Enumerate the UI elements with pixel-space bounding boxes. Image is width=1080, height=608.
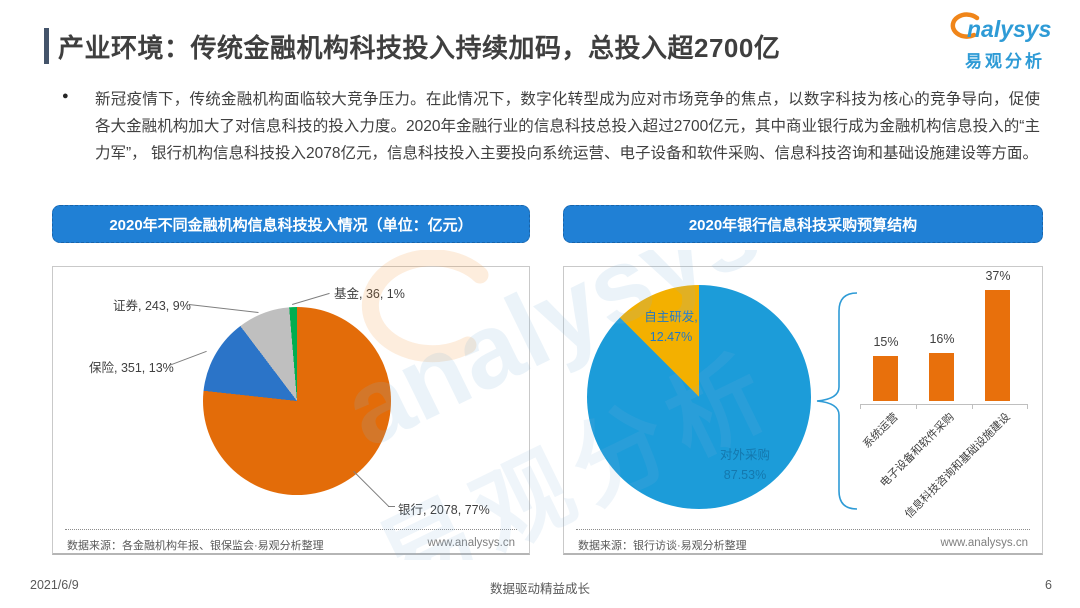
intro-paragraph: 新冠疫情下，传统金融机构面临较大竞争压力。在此情况下，数字化转型成为应对市场竞争…: [95, 91, 1040, 162]
axis-tick: [860, 404, 861, 409]
logo-chinese-name: 易观分析: [965, 52, 1045, 71]
pie-label-self-dev: 自主研发, 12.47%: [635, 307, 707, 347]
axis-tick: [1027, 404, 1028, 409]
left-chart-panel: 基金, 36, 1% 证券, 243, 9% 保险, 351, 13% 银行, …: [52, 266, 530, 555]
bar-system-operation: [873, 356, 898, 401]
analysys-logo-mark: nalysys: [950, 12, 1051, 42]
analysys-logo: nalysys 易观分析: [946, 12, 1064, 72]
pie-label-bank: 银行, 2078, 77%: [398, 503, 490, 517]
pie-label-external-value: 87.53%: [723, 468, 767, 482]
leader-line-fund: [292, 292, 330, 305]
bar-value-consulting-infrastructure: 37%: [985, 269, 1011, 283]
bar-axis-line: [860, 404, 1028, 405]
right-panel-website: www.analysys.cn: [940, 537, 1028, 549]
financial-institutions-pie-chart: [203, 307, 391, 495]
right-chart-header: 2020年银行信息科技采购预算结构: [563, 205, 1043, 243]
bullet-icon: ●: [62, 90, 69, 102]
pie-label-external-name: 对外采购: [719, 448, 770, 462]
pie-label-self-dev-value: 12.47%: [649, 330, 693, 344]
bar-value-system-operation: 15%: [873, 335, 899, 349]
bar-consulting-infrastructure: [985, 290, 1010, 401]
footer-date: 2021/6/9: [30, 578, 79, 592]
right-panel-source: 数据来源：银行访谈·易观分析整理: [578, 540, 747, 552]
pie-label-self-dev-name: 自主研发,: [644, 310, 698, 324]
footer-slogan: 数据驱动精益成长: [489, 582, 590, 596]
axis-tick: [972, 404, 973, 409]
footer-page-number: 6: [1045, 578, 1052, 592]
leader-line-bank-tail: [388, 506, 395, 507]
bar-category-consulting-infrastructure: 信息科技咨询和基础设施建设: [903, 411, 1013, 521]
title-accent-bar: [44, 28, 49, 64]
page-title: 产业环境：传统金融机构科技投入持续加码，总投入超2700亿: [58, 33, 781, 63]
procurement-budget-pie-chart: [587, 285, 811, 509]
bar-value-equipment-software: 16%: [929, 332, 955, 346]
brace-connector: [816, 292, 858, 510]
pie-label-fund: 基金, 36, 1%: [334, 287, 405, 301]
left-panel-divider: [65, 529, 517, 530]
logo-swirl-icon: [950, 12, 980, 39]
right-chart-panel: 自主研发, 12.47% 对外采购 87.53% 15% 16% 37% 系统运…: [563, 266, 1043, 555]
pie-label-securities: 证券, 243, 9%: [113, 299, 191, 313]
left-panel-source: 数据来源：各金融机构年报、银保监会·易观分析整理: [67, 540, 324, 552]
axis-tick: [916, 404, 917, 409]
leader-line-securities: [188, 304, 259, 314]
bar-equipment-software: [929, 353, 954, 401]
right-panel-divider: [576, 529, 1030, 530]
left-chart-header: 2020年不同金融机构信息科技投入情况（单位：亿元）: [52, 205, 530, 243]
leader-line-bank: [353, 471, 390, 508]
pie-label-insurance: 保险, 351, 13%: [89, 361, 174, 375]
bar-category-system-operation: 系统运营: [861, 411, 901, 451]
left-panel-website: www.analysys.cn: [427, 537, 515, 549]
pie-label-external: 对外采购 87.53%: [709, 445, 781, 485]
leader-line-insurance: [169, 350, 207, 366]
logo-wordmark: nalysys: [967, 16, 1051, 42]
